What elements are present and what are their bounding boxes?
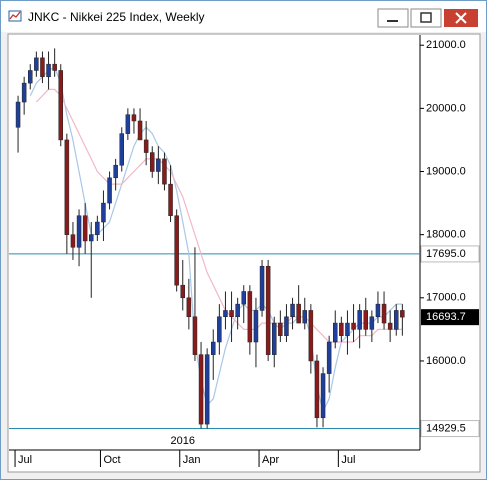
candle-body bbox=[101, 202, 106, 223]
candle-body bbox=[192, 316, 198, 355]
y-tick-label: 21000.0 bbox=[426, 39, 466, 51]
candle-body bbox=[387, 322, 393, 330]
candle-body bbox=[180, 284, 185, 299]
price-label-box bbox=[420, 245, 480, 263]
candle-body bbox=[70, 234, 76, 248]
candle-body bbox=[198, 354, 204, 425]
candle-body bbox=[357, 310, 362, 330]
candle-body bbox=[143, 139, 149, 153]
candle-body bbox=[186, 297, 192, 318]
last-price-box bbox=[421, 309, 479, 326]
x-tick-label: Jan bbox=[183, 454, 201, 466]
candle-body bbox=[64, 139, 70, 235]
candle-body bbox=[326, 341, 332, 374]
candle-body bbox=[229, 310, 234, 318]
candle-body bbox=[296, 303, 301, 324]
price-label: 14929.5 bbox=[426, 422, 466, 434]
minimize-button[interactable] bbox=[377, 8, 409, 28]
candle-body bbox=[369, 316, 375, 330]
candle-body bbox=[131, 114, 137, 122]
candle-body bbox=[40, 57, 45, 78]
candle-body bbox=[235, 303, 240, 318]
candle-body bbox=[95, 221, 100, 235]
candle-body bbox=[150, 152, 155, 172]
candle-body bbox=[339, 322, 344, 336]
candle-body bbox=[125, 114, 131, 134]
candle-body bbox=[259, 265, 265, 311]
last-price-label: 16693.7 bbox=[426, 311, 466, 323]
maximize-button[interactable] bbox=[410, 8, 442, 28]
candle-body bbox=[211, 341, 216, 355]
candle-body bbox=[46, 63, 51, 78]
candle-body bbox=[320, 373, 326, 419]
candle-body bbox=[217, 316, 222, 343]
candle-body bbox=[168, 183, 173, 216]
candle-body bbox=[204, 354, 210, 425]
y-tick-label: 17000.0 bbox=[426, 292, 466, 304]
x-tick-label: Jul bbox=[18, 454, 32, 466]
candle-body bbox=[15, 101, 21, 128]
candle-body bbox=[82, 215, 88, 242]
price-label: 17695.0 bbox=[426, 248, 466, 260]
x-tick-label: Oct bbox=[103, 454, 120, 466]
candle-body bbox=[333, 322, 338, 343]
candle-body bbox=[241, 291, 246, 305]
candle-body bbox=[265, 265, 271, 355]
chart-area bbox=[7, 33, 481, 473]
candle-body bbox=[314, 360, 320, 419]
y-tick-label: 19000.0 bbox=[426, 165, 466, 177]
close-button[interactable] bbox=[444, 9, 478, 27]
window-title: JNKC - Nikkei 225 Index, Weekly bbox=[28, 10, 205, 24]
candle-body bbox=[290, 303, 295, 318]
candle-body bbox=[253, 310, 259, 343]
y-tick-label: 16000.0 bbox=[426, 355, 466, 367]
candle-body bbox=[107, 177, 112, 204]
candle-body bbox=[119, 133, 124, 166]
candle-body bbox=[272, 322, 277, 355]
candle-body bbox=[247, 291, 253, 343]
candle-body bbox=[28, 70, 33, 84]
candle-body bbox=[223, 310, 228, 318]
candle-body bbox=[137, 120, 143, 141]
year-label: 2016 bbox=[171, 435, 195, 447]
candle-body bbox=[308, 310, 314, 362]
candle-body bbox=[89, 234, 94, 242]
candle-body bbox=[162, 158, 167, 185]
candle-body bbox=[278, 322, 283, 336]
candle-body bbox=[174, 215, 179, 286]
candle-body bbox=[113, 164, 118, 179]
candle-body bbox=[394, 310, 399, 330]
candle-body bbox=[284, 316, 289, 336]
y-tick-label: 20000.0 bbox=[426, 102, 466, 114]
app-icon bbox=[8, 10, 22, 22]
candle-body bbox=[156, 158, 161, 172]
y-tick-label: 18000.0 bbox=[426, 229, 466, 241]
price-label-box bbox=[420, 420, 480, 438]
candle-body bbox=[363, 310, 368, 330]
x-tick-label: Jul bbox=[341, 454, 355, 466]
candle-body bbox=[400, 310, 405, 318]
candle-body bbox=[21, 82, 27, 103]
candle-body bbox=[76, 215, 82, 248]
candle-body bbox=[381, 303, 387, 324]
candle-body bbox=[375, 303, 381, 318]
candle-body bbox=[302, 310, 307, 324]
x-tick-label: Apr bbox=[262, 454, 279, 466]
candle-body bbox=[351, 322, 356, 330]
candle-body bbox=[58, 70, 63, 141]
candle-body bbox=[34, 57, 39, 71]
candle-body bbox=[345, 322, 350, 336]
candle-body bbox=[52, 63, 57, 71]
